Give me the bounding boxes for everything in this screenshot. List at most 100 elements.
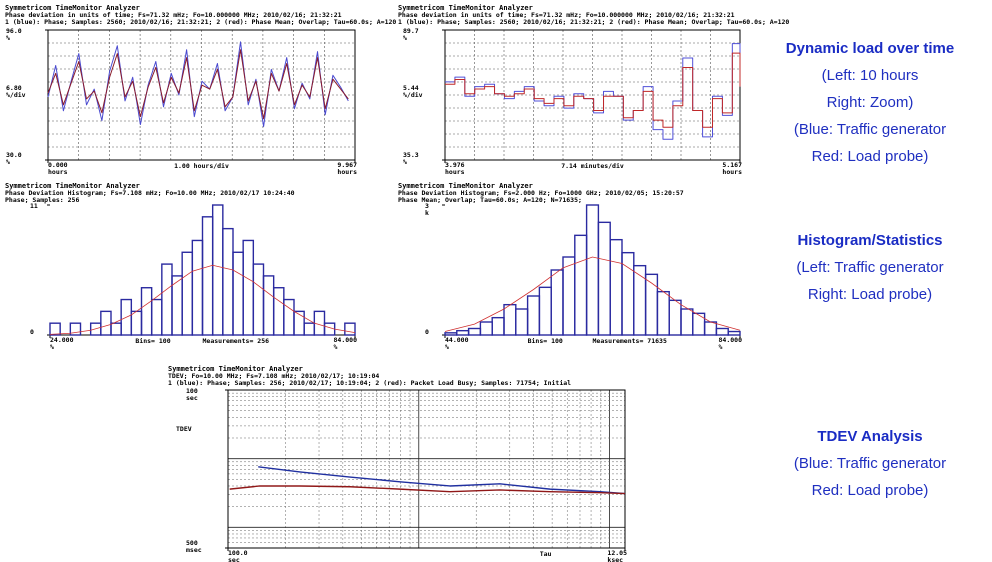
histogram-bar (503, 303, 517, 336)
caption-line: Red: Load probe) (811, 482, 929, 499)
histogram-bar (242, 239, 255, 336)
histogram-bar (550, 269, 564, 336)
caption-line: Right: Load probe) (807, 286, 933, 303)
chart-title: Symmetricom TimeMonitor Analyzer (168, 365, 303, 373)
histogram-bar (69, 322, 82, 336)
y-tick-label: 11 (30, 202, 38, 210)
histogram-bar (201, 216, 214, 336)
histogram-bar (609, 238, 623, 336)
histogram-bar (515, 308, 529, 336)
histogram-bar (456, 329, 470, 336)
histogram-bar (191, 239, 204, 336)
histogram-bar (703, 321, 718, 336)
histogram-bar (303, 322, 316, 336)
x-scale-label: 7.14 minutes/div (561, 162, 624, 170)
x-tick-label: 12.05 ksec (607, 549, 627, 562)
chart-title: Symmetricom TimeMonitor Analyzer (5, 4, 140, 12)
histogram-bar (313, 310, 326, 336)
x-tick-label: 84.000 % (718, 336, 742, 351)
histogram-bar (692, 312, 706, 336)
histogram-bar (100, 310, 112, 336)
plot-frame (444, 29, 741, 161)
fit-curve (444, 256, 741, 332)
histogram-bar (222, 227, 234, 336)
series-line (258, 466, 626, 495)
histogram-bar (479, 321, 493, 336)
y-tick-label: 30.0 % (6, 150, 22, 166)
histogram-bar (262, 275, 275, 336)
x-tick-label: 5.167 hours (722, 161, 742, 176)
series-line (47, 41, 349, 128)
y-scale-label: 6.80 %/div (6, 83, 26, 99)
histogram-bar (150, 298, 163, 336)
histogram-bar (232, 251, 244, 336)
histogram-bar (344, 322, 356, 336)
y-tick-label: 500 msec (186, 538, 202, 554)
fit-curve (49, 264, 356, 335)
caption-line: Red: Load probe) (811, 148, 929, 165)
histogram-bar (130, 310, 143, 336)
caption-line: Right: Zoom) (826, 94, 914, 111)
y-axis-label: TDEV (176, 425, 192, 434)
chart-title: Symmetricom TimeMonitor Analyzer (5, 182, 140, 190)
x-tick-label: 3.976 hours (445, 161, 465, 176)
annotation: Bins= 100 (527, 337, 563, 345)
histogram-bar (526, 295, 541, 336)
histogram-bar (574, 234, 588, 336)
histogram-bar (585, 204, 600, 336)
x-axis-label: Tau (539, 550, 552, 558)
x-tick-label: 0.000 hours (48, 161, 68, 176)
x-tick-label: 44.000 % (445, 336, 469, 351)
chart-description: Phase; Samples: 256 (5, 196, 80, 204)
histogram-bar (110, 322, 122, 336)
series-line (47, 49, 349, 120)
caption-line: (Left: Traffic generator (796, 259, 944, 276)
caption-title: Histogram/Statistics (797, 232, 943, 249)
chart-subtitle: Phase deviation in units of time; Fs=71.… (398, 11, 735, 19)
caption-line: (Blue: Traffic generator (793, 455, 947, 472)
y-tick-label: 100 sec (186, 387, 198, 402)
histogram-bar (562, 256, 576, 336)
annotation: Bins= 100 (135, 337, 171, 345)
histogram-bar (491, 316, 505, 336)
chart-subtitle: Phase deviation in units of time; Fs=71.… (5, 11, 342, 19)
histogram-bar (444, 332, 458, 336)
caption-line: (Blue: Traffic generator (793, 121, 947, 138)
histogram-bar (140, 287, 153, 336)
histogram-bar (656, 290, 670, 336)
chart-subtitle: TDEV; Fo=10.00 MHz; Fs=7.108 mHz; 2010/0… (168, 372, 380, 380)
histogram-bar (680, 308, 694, 336)
histogram-bar (181, 251, 194, 336)
y-tick-label: 35.3 % (403, 150, 419, 166)
histogram-bar (668, 299, 682, 336)
annotation: Measurements= 71635 (592, 337, 667, 345)
annotation: Measurements= 256 (202, 337, 270, 345)
chart-title: Symmetricom TimeMonitor Analyzer (398, 182, 533, 190)
histogram-bar (211, 204, 224, 336)
caption-title: TDEV Analysis (817, 428, 923, 445)
x-tick-label: 24.000 % (50, 336, 74, 351)
histogram-bar (597, 221, 611, 336)
y-scale-label: 5.44 %/div (403, 83, 423, 99)
x-tick-label: 9.967 hours (337, 161, 357, 176)
histogram-bar (293, 310, 305, 336)
chart-subtitle: Phase Deviation Histogram; Fs=7.108 mHz;… (5, 189, 295, 197)
y-tick-label: 0 (30, 327, 34, 336)
histogram-bar (272, 287, 285, 336)
series-line (229, 485, 626, 495)
caption-title: Dynamic load over time (785, 40, 955, 57)
chart-title: Symmetricom TimeMonitor Analyzer (398, 4, 533, 12)
histogram-bar (49, 322, 61, 336)
histogram-bar (467, 327, 482, 336)
x-tick-label: 84.000 % (333, 336, 357, 351)
histogram-bar (161, 263, 173, 336)
chart-description: Phase Mean; Overlap; Tau=60.0s; A=120; N… (398, 196, 582, 204)
chart-subtitle: Phase Deviation Histogram; Fs=2.000 Hz; … (398, 189, 684, 197)
histogram-bar (727, 330, 741, 336)
histogram-bar (323, 322, 336, 336)
histogram-bar (633, 264, 647, 336)
caption-line: (Left: 10 hours (821, 67, 919, 84)
chart-description: 1 (blue): Phase; Samples: 2560; 2010/02/… (398, 18, 790, 26)
y-tick-label: 0 (425, 327, 429, 336)
